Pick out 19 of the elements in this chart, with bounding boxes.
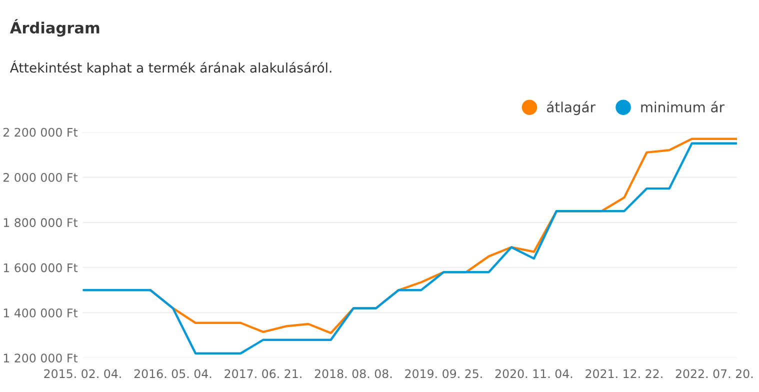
y-tick-label: 1 200 000 Ft [4, 354, 78, 363]
legend-label: minimum ár [641, 101, 724, 112]
x-tick-label: 2020. 11. 04. [495, 369, 572, 378]
chart-title: Árdiagram [10, 19, 100, 37]
x-tick-label: 2019. 09. 25. [405, 369, 482, 378]
x-tick-label: 2015. 02. 04. [44, 369, 121, 378]
line-series [82, 142, 737, 354]
legend-label: átlagár [546, 101, 596, 116]
x-tick-label: 2017. 06. 21. [224, 369, 302, 378]
y-tick-label: 1 600 000 Ft [4, 263, 78, 272]
y-tick-label: 2 000 000 Ft [3, 172, 78, 182]
x-tick-label: 2021. 12. 22. [586, 369, 662, 378]
y-tick-label: 2 200 000 Ft [3, 128, 78, 137]
x-tick-label: 2018. 08. 08. [314, 369, 392, 378]
y-tick-label: 1 800 000 Ft [4, 218, 78, 228]
x-tick-label: 2022. 07. 20. [676, 369, 753, 378]
x-tick-label: 2016. 05. 04. [134, 369, 212, 378]
y-tick-label: 1 400 000 Ft [4, 308, 78, 318]
chart-subtitle: Áttekintést kaphat a termék árának alakulásáról. [10, 60, 332, 76]
